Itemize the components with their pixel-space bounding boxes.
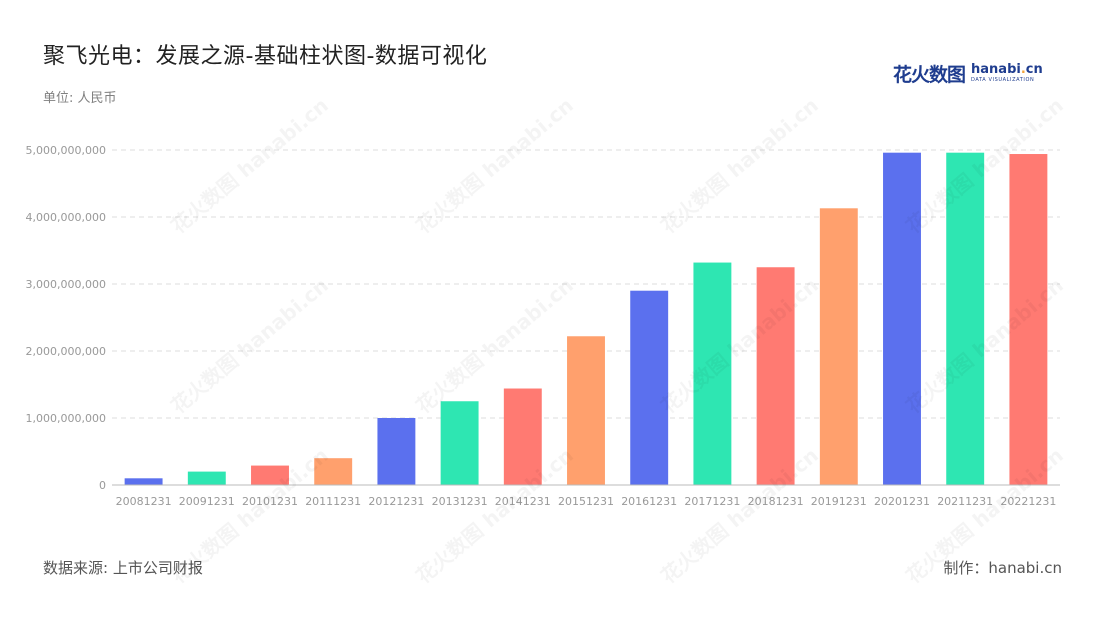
bar-20131231[interactable] <box>440 401 479 485</box>
unit-label: 单位: 人民币 <box>43 91 117 106</box>
bar-20111231[interactable] <box>314 458 353 485</box>
bar-20151231[interactable] <box>567 336 605 485</box>
bars <box>124 152 1048 486</box>
bar-20161231[interactable] <box>630 290 669 485</box>
logo-chinese-text: 花火数图 <box>893 63 966 86</box>
bar-20141231[interactable] <box>503 388 542 485</box>
x-tick-label: 20141231 <box>495 495 551 508</box>
y-tick-label: 0 <box>99 479 106 492</box>
y-tick-label: 3,000,000,000 <box>26 278 106 291</box>
x-tick-label: 20131231 <box>432 495 488 508</box>
y-tick-label: 1,000,000,000 <box>26 412 106 425</box>
bar-20211231[interactable] <box>946 152 985 485</box>
logo-english-text: hanabi.cn <box>971 62 1043 77</box>
bar-20091231[interactable] <box>187 471 226 485</box>
bar-20181231[interactable] <box>756 267 795 485</box>
x-tick-label: 20211231 <box>937 495 993 508</box>
grid-lines <box>112 149 1060 419</box>
x-tick-label: 20101231 <box>242 495 298 508</box>
x-tick-label: 20151231 <box>558 495 614 508</box>
x-axis-ticks: 20081231 20091231 20101231 20111231 20121231… <box>116 495 1057 508</box>
y-tick-label: 2,000,000,000 <box>26 345 106 358</box>
x-tick-label: 20121231 <box>368 495 424 508</box>
y-axis-ticks: 0 1,000,000,000 2,000,000,000 3,000,000,000… <box>26 144 106 492</box>
brand-logo[interactable]: 花火数图 hanabi.cn DATA VISUALIZATION <box>893 60 1043 86</box>
data-source: 数据来源: 上市公司财报 <box>43 559 203 577</box>
x-tick-label: 20161231 <box>621 495 677 508</box>
bar-20171231[interactable] <box>693 262 732 485</box>
x-tick-label: 20181231 <box>748 495 804 508</box>
logo-tagline: DATA VISUALIZATION <box>971 77 1035 83</box>
bar-20081231[interactable] <box>124 478 163 485</box>
y-tick-label: 5,000,000,000 <box>26 144 106 157</box>
bar-20191231[interactable] <box>819 208 858 486</box>
credit-link[interactable]: 制作：hanabi.cn <box>943 559 1062 577</box>
bar-20201231[interactable] <box>883 152 921 485</box>
bar-20101231[interactable] <box>251 465 289 485</box>
x-tick-label: 20091231 <box>179 495 235 508</box>
chart-title: 聚飞光电：发展之源-基础柱状图-数据可视化 <box>43 44 488 69</box>
x-tick-label: 20171231 <box>684 495 740 508</box>
x-tick-label: 20111231 <box>305 495 361 508</box>
y-tick-label: 4,000,000,000 <box>26 211 106 224</box>
x-tick-label: 20221231 <box>1000 495 1056 508</box>
bar-20221231[interactable] <box>1009 154 1048 485</box>
x-tick-label: 20081231 <box>116 495 172 508</box>
bar-20121231[interactable] <box>377 418 416 485</box>
x-tick-label: 20201231 <box>874 495 930 508</box>
x-tick-label: 20191231 <box>811 495 867 508</box>
